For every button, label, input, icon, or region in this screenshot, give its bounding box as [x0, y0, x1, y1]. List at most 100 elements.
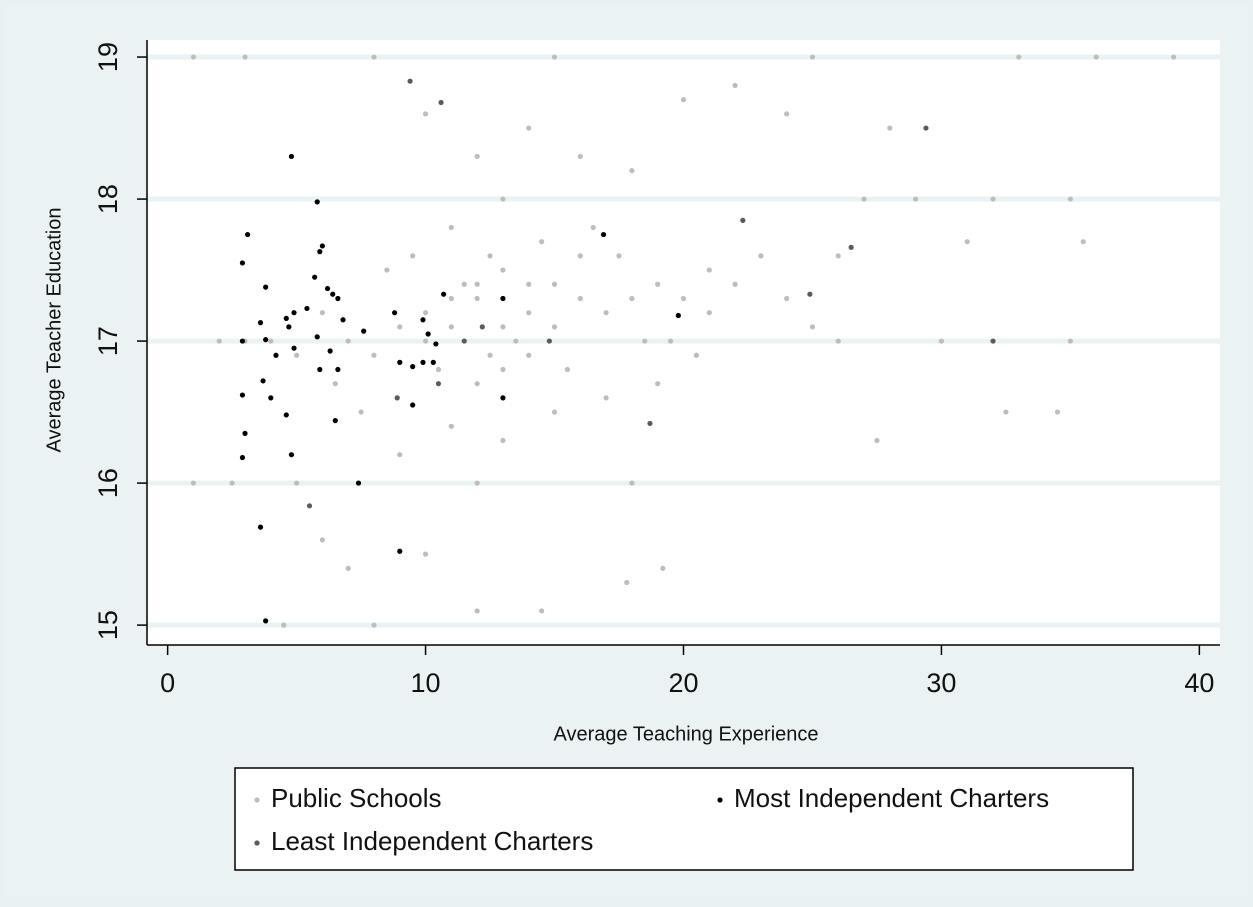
- x-tick-label: 10: [411, 668, 441, 698]
- y-tick-label: 16: [93, 468, 123, 498]
- point: [332, 381, 338, 387]
- point: [835, 253, 841, 259]
- point: [324, 285, 331, 292]
- point: [655, 381, 661, 387]
- point: [642, 338, 648, 344]
- point: [340, 317, 346, 323]
- point: [319, 310, 325, 316]
- point: [435, 381, 442, 387]
- point: [539, 608, 545, 614]
- point: [263, 337, 269, 343]
- point: [616, 253, 622, 259]
- point: [260, 378, 266, 384]
- point: [288, 452, 295, 458]
- point: [758, 253, 764, 259]
- point: [500, 295, 506, 302]
- point: [242, 54, 248, 60]
- point: [487, 253, 493, 259]
- point: [244, 231, 251, 238]
- point: [314, 199, 320, 205]
- y-tick-label: 15: [93, 610, 123, 640]
- point: [435, 366, 442, 373]
- point: [526, 310, 532, 316]
- point: [1054, 409, 1061, 415]
- point: [740, 217, 746, 223]
- point: [319, 243, 325, 249]
- point: [239, 338, 246, 344]
- y-tick-label: 19: [93, 42, 123, 72]
- point: [874, 437, 880, 444]
- point: [551, 409, 558, 415]
- point: [384, 267, 390, 273]
- point: [526, 125, 532, 131]
- point: [317, 249, 323, 255]
- point: [500, 267, 506, 273]
- point: [397, 548, 403, 554]
- point: [990, 196, 996, 202]
- point: [1170, 54, 1177, 60]
- point: [923, 125, 929, 131]
- point: [335, 295, 341, 302]
- point: [848, 244, 854, 250]
- point: [474, 608, 480, 614]
- point: [448, 423, 454, 429]
- point: [242, 430, 248, 436]
- point: [809, 54, 816, 60]
- point: [835, 338, 841, 344]
- point: [500, 324, 506, 330]
- point: [732, 82, 738, 89]
- legend-marker: [254, 840, 260, 846]
- point: [425, 331, 431, 337]
- point: [263, 284, 269, 290]
- point: [990, 338, 996, 344]
- legend-label: Least Independent Charters: [271, 826, 593, 856]
- point: [257, 320, 264, 326]
- point: [268, 338, 274, 344]
- point: [371, 54, 377, 60]
- y-tick-label: 18: [93, 184, 123, 214]
- point: [964, 239, 970, 245]
- point: [784, 295, 790, 302]
- point: [410, 402, 416, 408]
- point: [397, 452, 403, 458]
- point: [438, 99, 444, 106]
- point: [693, 352, 699, 358]
- legend-label: Public Schools: [271, 783, 442, 813]
- legend-box: [234, 767, 1134, 871]
- point: [397, 324, 403, 330]
- point: [513, 338, 519, 344]
- point: [629, 168, 635, 174]
- point: [1067, 338, 1073, 344]
- x-tick-label: 20: [668, 668, 698, 698]
- y-axis-label: Average Teacher Education: [43, 208, 65, 453]
- point: [577, 253, 583, 259]
- point: [327, 348, 333, 354]
- point: [500, 437, 506, 444]
- point: [371, 352, 377, 358]
- point: [479, 324, 485, 330]
- legend: Public Schools Most Independent Charters L…: [234, 767, 1134, 871]
- point: [291, 345, 297, 351]
- point: [624, 579, 630, 586]
- point: [551, 324, 558, 330]
- point: [430, 359, 436, 365]
- point: [294, 480, 300, 486]
- point: [706, 310, 712, 316]
- point: [487, 352, 493, 358]
- x-tick-label: 40: [1184, 668, 1214, 698]
- point: [371, 622, 377, 628]
- point: [335, 366, 341, 373]
- x-tick-label: 0: [160, 668, 175, 698]
- grid: [147, 54, 1220, 628]
- point: [474, 295, 480, 302]
- point: [392, 310, 398, 316]
- point: [239, 260, 246, 266]
- point: [448, 324, 454, 330]
- point: [410, 364, 416, 370]
- point: [317, 366, 323, 373]
- point: [668, 338, 674, 344]
- point: [600, 231, 607, 238]
- point: [288, 153, 295, 160]
- point: [474, 381, 480, 387]
- point: [257, 524, 264, 530]
